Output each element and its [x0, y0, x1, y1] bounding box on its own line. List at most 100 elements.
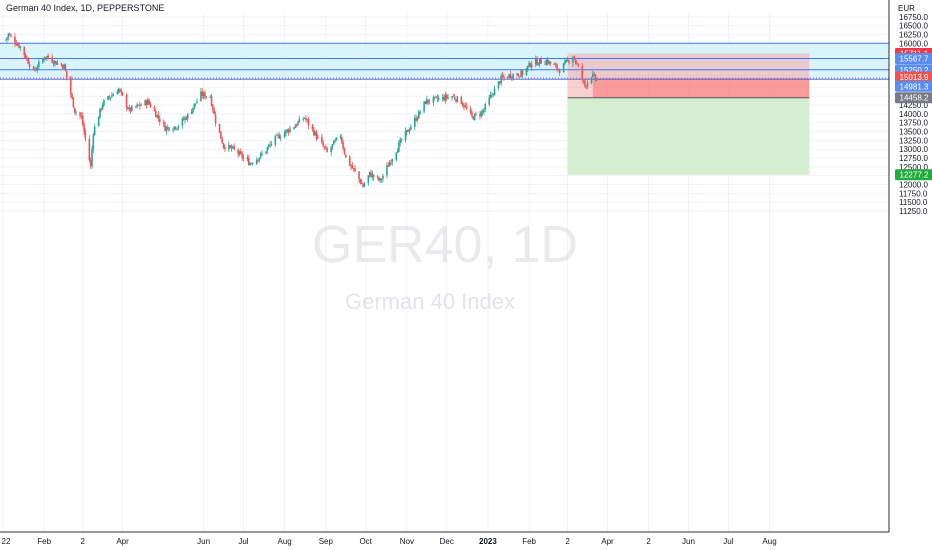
candle-body [97, 117, 100, 127]
candle-body [378, 177, 380, 181]
candle [432, 95, 435, 107]
candle [32, 65, 35, 71]
candle [259, 151, 262, 159]
candle [516, 72, 518, 77]
candle [103, 98, 105, 107]
candle-body [144, 100, 146, 106]
candle-body [360, 182, 363, 184]
candle [153, 105, 156, 112]
watermark-name: German 40 Index [345, 289, 515, 314]
candle-body [594, 75, 597, 80]
candle-body [145, 100, 148, 106]
candle [27, 57, 30, 65]
candle-body [184, 117, 186, 120]
candle-body [32, 67, 35, 69]
candle-body [528, 62, 530, 67]
candle [391, 158, 394, 166]
candle [200, 87, 202, 102]
candle [581, 63, 584, 83]
candle [176, 128, 178, 131]
candle-body [65, 71, 68, 78]
candle-body [249, 163, 251, 166]
candle-body [154, 111, 157, 117]
candle-body [313, 129, 315, 136]
candle-body [500, 75, 502, 84]
candle-body [303, 117, 306, 119]
candle [131, 104, 133, 113]
candle [81, 112, 84, 127]
candle-body [416, 118, 419, 121]
candle [47, 53, 49, 60]
candle [534, 55, 537, 68]
candle [590, 76, 593, 85]
candle-body [16, 44, 19, 46]
price-badge-target: 12277.2 [895, 169, 932, 181]
candle-body [508, 74, 510, 78]
candle-body [64, 64, 67, 71]
candle-body [241, 153, 243, 158]
candle [447, 93, 449, 100]
candle [19, 45, 22, 51]
candle [297, 121, 299, 126]
candle [592, 70, 594, 78]
candle [398, 140, 400, 153]
candle-body [60, 63, 63, 66]
price-badge-level: 15567.7 [895, 53, 932, 65]
x-tick-label: Feb [522, 537, 536, 546]
candle [512, 73, 514, 81]
candle [378, 176, 380, 183]
candle-body [406, 130, 408, 132]
candle-body [525, 68, 528, 75]
candle-body [43, 58, 45, 60]
candle-body [279, 137, 282, 139]
candle-body [168, 127, 170, 131]
candle [484, 102, 487, 113]
candle [568, 59, 570, 65]
candle-body [289, 128, 291, 133]
candle-body [387, 165, 390, 167]
candle-body [166, 127, 169, 128]
candle [435, 95, 437, 98]
candle-body [370, 172, 372, 178]
candle [249, 162, 251, 166]
candle [229, 145, 231, 149]
candle-body [221, 138, 224, 144]
candle-body [344, 154, 347, 158]
candle-body [352, 168, 355, 169]
candle [230, 144, 233, 152]
candle-body [501, 75, 504, 78]
candle-body [38, 61, 40, 68]
candle [100, 107, 103, 113]
candle [577, 63, 580, 68]
candle [493, 85, 496, 96]
candle-body [577, 64, 580, 67]
candle-body [120, 89, 123, 93]
candle [437, 95, 440, 103]
candle-body [330, 147, 332, 153]
candle [331, 144, 334, 151]
candle-body [520, 70, 522, 77]
candle-body [380, 179, 383, 181]
candle [351, 162, 354, 169]
candle [112, 92, 115, 96]
candle-body [456, 96, 459, 102]
candle [558, 68, 561, 76]
candle-body [428, 101, 431, 103]
candle-body [111, 95, 113, 98]
candle-body [240, 151, 242, 154]
candle [473, 113, 476, 121]
candle-body [204, 92, 206, 98]
candle [218, 123, 221, 134]
candle-body [139, 104, 141, 107]
candle-body [190, 111, 193, 114]
candle [125, 92, 128, 112]
candle [315, 129, 318, 142]
candle [4, 39, 7, 41]
candle [395, 152, 398, 162]
candle-body [265, 151, 267, 154]
candle [529, 62, 532, 68]
candle-body [259, 153, 262, 157]
candle-body [484, 104, 487, 110]
candle-body [489, 95, 492, 98]
